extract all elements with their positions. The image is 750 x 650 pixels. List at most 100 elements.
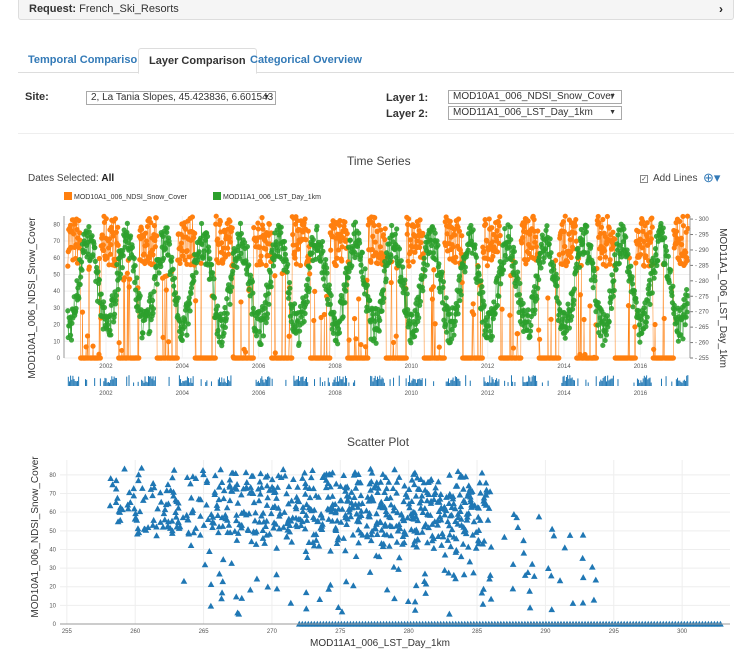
ts-point-lst <box>227 288 234 295</box>
ts-point-lst <box>603 332 610 338</box>
ts-brush-bar <box>380 379 382 386</box>
scatter-point <box>391 466 398 473</box>
ts-brush-bar <box>113 376 115 386</box>
ts-point-snow <box>76 217 82 224</box>
ts-brush-bar <box>340 379 342 386</box>
ts-point-snow <box>331 225 337 231</box>
ts-point-lst <box>613 266 619 272</box>
chevron-right-icon[interactable]: › <box>719 2 723 16</box>
ts-brush-bar <box>644 377 646 386</box>
ts-point-lst <box>662 235 668 241</box>
ts-point-lst <box>480 298 486 304</box>
zoom-icon[interactable]: ⊕▾ <box>703 170 721 185</box>
ts-brush-bar <box>221 377 223 386</box>
ts-point-snow <box>410 259 416 265</box>
tab-layer-comparison[interactable]: Layer Comparison <box>138 48 257 74</box>
ts-brush-bar <box>491 377 493 386</box>
site-select[interactable]: 2, La Tania Slopes, 45.423836, 6.601543 ▼ <box>86 91 276 105</box>
ts-brush-bar <box>184 380 186 386</box>
ts-point-snow <box>380 232 387 238</box>
ts-brush-bar <box>452 377 454 386</box>
ts-point-lst <box>364 282 370 288</box>
ts-brush-bar <box>488 382 490 386</box>
ts-brush-bar <box>483 377 485 386</box>
ts-point-snow <box>484 238 490 244</box>
layer1-select[interactable]: MOD10A1_006_NDSI_Snow_Cover ▼ <box>448 90 622 104</box>
ts-point-lst <box>440 279 447 285</box>
scatter-point <box>180 577 188 584</box>
ts-point-snow <box>116 340 122 346</box>
ts-brush-bar <box>486 381 488 386</box>
ts-point-snow <box>430 284 436 290</box>
ts-brush-bar <box>686 375 688 386</box>
ts-y2-tick-label: - 265 <box>695 325 709 331</box>
ts-point-lst <box>528 322 534 329</box>
ts-brush-bar <box>332 382 334 386</box>
ts-point-snow <box>680 213 686 220</box>
ts-brush-tick-label: 2016 <box>634 391 648 397</box>
divider <box>18 133 734 134</box>
ts-point-lst <box>204 233 211 240</box>
tab-categorical-overview[interactable]: Categorical Overview <box>250 54 362 66</box>
ts-point-lst <box>164 225 170 231</box>
ts-point-lst <box>237 220 244 226</box>
ts-point-snow <box>556 355 562 361</box>
ts-point-snow <box>344 230 350 237</box>
ts-brush-bar <box>687 375 689 386</box>
ts-point-lst <box>536 277 542 283</box>
ts-brush-bar <box>152 376 154 386</box>
scatter-point <box>349 531 357 538</box>
ts-point-lst <box>160 233 166 239</box>
ts-brush-bar <box>445 381 447 386</box>
ts-point-snow <box>242 349 249 355</box>
ts-point-snow <box>486 216 492 222</box>
ts-point-snow <box>100 242 106 248</box>
checkbox-checked-icon[interactable]: ✓ <box>640 175 648 183</box>
ts-brush-bar <box>493 382 495 386</box>
ts-brush-bar <box>379 375 381 386</box>
ts-brush-bar <box>150 376 152 386</box>
ts-brush-bar <box>268 376 270 386</box>
ts-point-snow <box>390 339 397 346</box>
ts-point-snow <box>564 259 571 265</box>
ts-point-lst <box>422 273 428 279</box>
add-lines-toggle[interactable]: ✓ Add Lines <box>640 173 698 184</box>
ts-point-lst <box>347 237 354 243</box>
ts-brush-bar <box>200 379 202 386</box>
ts-point-snow <box>258 253 264 259</box>
ts-point-lst <box>413 327 419 333</box>
time-series-chart[interactable]: MOD10A1_006_NDSI_Snow_Cover MOD11A1_006_… <box>0 186 750 412</box>
ts-point-snow <box>263 246 269 252</box>
ts-brush-bar <box>446 381 448 386</box>
ts-point-snow <box>346 337 352 343</box>
ts-brush-bar <box>564 380 566 386</box>
ts-brush-bar <box>510 375 512 386</box>
tab-temporal-comparison[interactable]: Temporal Comparison <box>28 54 144 66</box>
ts-brush-bar <box>514 382 516 386</box>
site-select-value: 2, La Tania Slopes, 45.423836, 6.601543 <box>91 92 274 103</box>
ts-point-snow <box>341 223 347 229</box>
layer2-select[interactable]: MOD11A1_006_LST_Day_1km ▼ <box>448 106 622 120</box>
ts-point-snow <box>525 257 531 263</box>
ts-point-snow <box>115 224 121 230</box>
ts-point-lst <box>351 249 358 255</box>
scatter-point <box>460 485 467 492</box>
scatter-point <box>316 596 324 602</box>
scatter-point <box>590 596 598 603</box>
ts-point-snow <box>596 220 602 226</box>
ts-brush-bar <box>685 380 687 386</box>
ts-brush-bar <box>189 382 191 386</box>
request-bar[interactable]: Request: French_Ski_Resorts › <box>18 0 734 20</box>
ts-point-lst <box>404 291 410 297</box>
ts-point-lst <box>680 336 686 342</box>
ts-brush-bar <box>606 381 608 386</box>
ts-point-snow <box>403 355 409 361</box>
ts-point-lst <box>430 250 436 256</box>
ts-brush-bar <box>633 382 635 386</box>
scatter-point <box>150 516 157 523</box>
scatter-point <box>389 485 397 492</box>
ts-brush-bar <box>451 379 453 386</box>
scatter-chart[interactable]: MOD10A1_006_NDSI_Snow_Cover MOD11A1_006_… <box>0 452 750 650</box>
ts-brush-bar <box>142 380 144 386</box>
time-range-brush[interactable]: 2002 2004 2006 2008 2010 2012 2014 2016 <box>67 375 689 397</box>
